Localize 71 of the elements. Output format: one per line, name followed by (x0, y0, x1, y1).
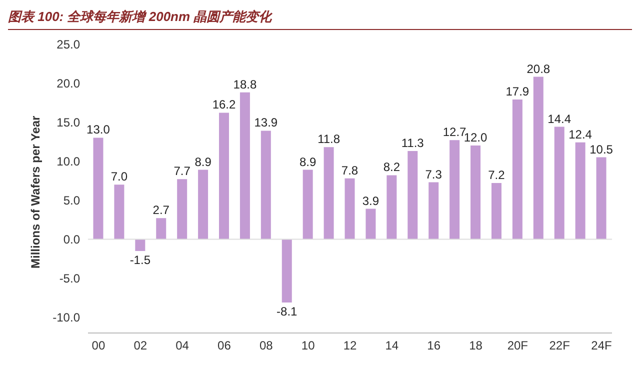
bar (177, 179, 188, 240)
bar (282, 239, 292, 303)
bar (575, 142, 586, 240)
bar (219, 112, 229, 240)
data-label: 14.4 (548, 112, 572, 126)
bar (93, 138, 104, 240)
bar (596, 157, 606, 240)
y-tick-label: -5.0 (59, 272, 80, 286)
bar (344, 178, 355, 240)
y-tick-label: 15.0 (56, 115, 80, 130)
x-tick-label: 04 (176, 338, 190, 353)
x-tick-label: 16 (427, 338, 441, 353)
data-label: 2.7 (152, 203, 170, 218)
data-label: 12.4 (568, 127, 592, 142)
data-label: 11.3 (401, 136, 424, 150)
data-label: 7.2 (488, 168, 506, 182)
data-label: 8.9 (299, 154, 317, 169)
y-tick-label: 5.0 (63, 193, 80, 208)
data-label: 10.5 (590, 142, 614, 156)
bar (408, 151, 418, 240)
y-tick-label: 10.0 (56, 154, 80, 168)
y-tick-label: 20.0 (56, 76, 80, 90)
x-tick-label: 18 (469, 338, 483, 353)
data-label: 3.9 (362, 194, 380, 208)
data-label: 11.8 (318, 132, 340, 146)
x-tick-label: 22F (549, 338, 570, 353)
data-label: 7.8 (341, 163, 358, 178)
x-tick-label: 12 (343, 338, 357, 353)
bar (114, 184, 124, 240)
bar (135, 239, 146, 251)
data-label: 8.2 (383, 160, 400, 174)
y-axis-title: Millions of Wafers per Year (28, 115, 42, 268)
x-tick-label: 00 (92, 338, 106, 353)
data-label: 7.0 (110, 170, 128, 184)
data-label: 17.9 (506, 84, 530, 98)
data-label: 16.2 (212, 98, 236, 112)
bar (324, 147, 334, 240)
data-label: 7.3 (425, 167, 442, 182)
data-label: 18.8 (233, 77, 257, 92)
x-tick-label: 24F (591, 338, 612, 353)
x-tick-label: 20F (507, 338, 528, 353)
bar (470, 146, 481, 240)
data-label: -1.5 (130, 252, 151, 267)
data-label: 13.9 (254, 116, 278, 130)
bar (240, 92, 250, 240)
y-tick-label: 25.0 (56, 37, 80, 52)
bar (366, 208, 376, 240)
data-label: -8.1 (276, 304, 298, 319)
x-tick-label: 02 (134, 338, 148, 353)
bar (302, 170, 313, 240)
bar (491, 183, 502, 240)
bar (156, 218, 166, 240)
y-tick-label: 0.0 (63, 232, 80, 247)
bar (428, 182, 439, 240)
x-tick-label: 10 (301, 338, 316, 353)
bar (260, 130, 271, 240)
chart-title: 图表 100: 全球每年新增 200nm 晶圆产能变化 (8, 8, 632, 30)
bar (386, 175, 397, 240)
x-tick-label: 14 (385, 338, 399, 353)
bar (450, 140, 460, 240)
bar (533, 76, 544, 240)
x-tick-label: 06 (218, 338, 232, 353)
x-tick-label: 08 (259, 338, 274, 353)
bar (554, 126, 564, 240)
data-label: 13.0 (86, 122, 110, 137)
data-label: 8.9 (194, 154, 212, 169)
bar (198, 170, 208, 240)
data-label: 7.7 (174, 164, 191, 178)
y-tick-label: -10.0 (52, 310, 80, 325)
data-label: 20.8 (526, 62, 550, 76)
bar (512, 99, 522, 240)
